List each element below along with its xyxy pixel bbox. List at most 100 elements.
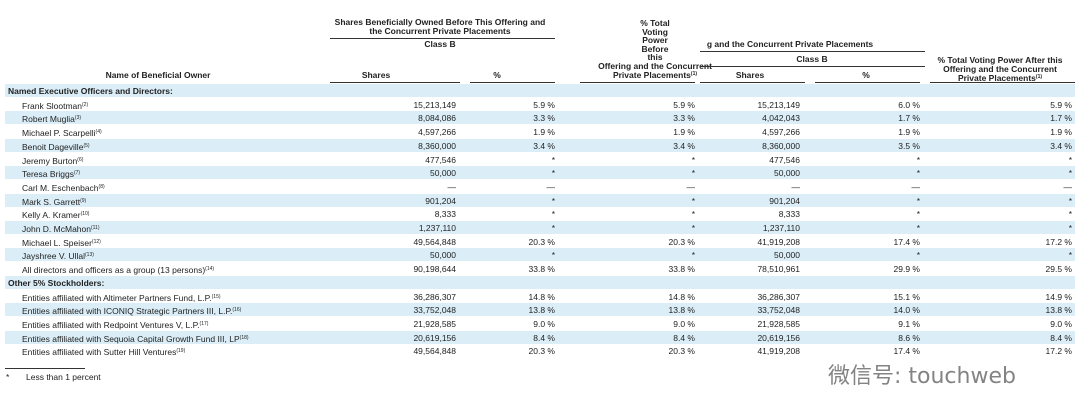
cell: * [551,168,555,179]
footnote-ref: (1) [1035,74,1043,80]
owner-name: Entities affiliated with Sutter Hill Ven… [22,347,186,358]
cell: 17.4 % [893,346,920,357]
cell: 20.3 % [528,236,555,247]
cell: 477,546 [425,154,456,165]
cell: * [551,223,555,233]
cell: 4,597,266 [762,127,800,138]
footnote-ref: (3) [74,115,82,122]
cell: 1.7 % [898,113,920,124]
row-band [5,111,1075,125]
cell: 8.6 % [898,332,920,343]
column-title: Shares [361,70,391,80]
section-title: Other 5% Stockholders: [8,277,105,288]
cell: 49,564,848 [413,236,456,247]
cell: 20,619,156 [413,332,456,343]
owner-name: Entities affiliated with Redpoint Ventur… [22,319,209,330]
owner-name: Entities affiliated with Altimeter Partn… [22,292,221,303]
cell: 9.0 % [673,318,695,329]
cell: 901,204 [769,195,800,206]
cell: * [551,154,555,165]
cell: 41,919,208 [757,346,800,357]
rule [330,82,460,83]
cell: 3.5 % [898,140,920,151]
cell: 4,597,266 [418,127,456,138]
footnote-ref: (10) [80,211,90,218]
owner-name: Kelly A. Kramer(10) [22,210,90,221]
cell: 50,000 [774,250,800,261]
rule [470,82,555,83]
cell: 1.9 % [673,127,695,138]
cell: 29.5 % [1045,264,1072,275]
cell: 14.8 % [528,291,555,302]
owner-name: Benoit Dageville(5) [22,141,90,152]
cell: 15.1 % [893,291,920,302]
cell: 13.8 % [528,305,555,316]
row-band [5,275,1075,289]
cell: 1.9 % [898,127,920,138]
row-band [5,303,1075,317]
cell: * [691,250,695,261]
cell: 21,928,585 [757,318,800,329]
owner-name: All directors and officers as a group (1… [22,265,215,276]
cell: 8,333 [434,209,456,220]
cell: 20,619,156 [757,332,800,343]
watermark: 微信号: touchweb [828,364,1016,389]
column-title: Voting [642,26,668,37]
column-title: Name of Beneficial Owner [105,70,211,80]
column-group-title: Shares Beneficially Owned Before This Of… [334,17,546,27]
cell: 78,510,961 [757,264,800,275]
cell: 8.4 % [533,332,555,343]
footnote-ref: (11) [90,225,100,231]
cell: 13.8 % [1045,305,1072,316]
cell: 50,000 [430,168,456,179]
owner-name: Jayshree V. Ullal(13) [22,251,94,262]
footnote-ref: (12) [91,238,101,245]
cell: * [916,154,920,165]
owner-name: Robert Muglia(3) [22,114,82,125]
row-band [5,221,1075,234]
cell: 5.9 % [673,99,695,110]
cell: * [916,250,920,261]
column-title: Before [641,43,669,54]
cell: 5.9 % [533,99,555,110]
column-group-title: g and the Concurrent Private Placements [706,39,874,49]
cell: — [546,181,556,192]
cell: 3.3 % [673,113,695,124]
footnote-ref: (18) [239,334,249,341]
owner-name: Frank Slootman(2) [22,100,89,111]
footnote-ref: (5) [83,142,90,149]
cell: * [551,209,555,220]
cell: 14.8 % [668,291,695,302]
cell: 8,360,000 [418,140,456,151]
column-title: % Total Voting Power After this [937,55,1063,65]
column-title: % [862,70,870,80]
column-group-title: the Concurrent Private Placements [369,26,511,36]
footnote-mark: * [6,372,10,382]
cell: 1.9 % [533,127,555,138]
column-title: Private Placements(1) [957,73,1043,83]
cell: 9.1 % [898,318,920,329]
column-title: this [647,52,663,62]
footnote-ref: (8) [98,183,105,190]
cell: 36,286,307 [413,291,456,302]
cell: 50,000 [774,168,800,179]
column-title: % Total [640,18,670,28]
cell: 3.4 % [673,140,695,151]
cell: 8,360,000 [762,140,800,151]
owner-name: Carl M. Eschenbach(8) [22,182,105,193]
owner-name: Entities affiliated with ICONIQ Strategi… [22,306,242,317]
cell: 477,546 [769,154,800,165]
cell: 90,198,644 [413,264,456,275]
column-title: % [493,70,501,80]
owner-name: John D. McMahon(11) [22,224,100,234]
footnote-ref: (14) [205,266,215,273]
footnote-ref: (19) [176,348,186,355]
rule [930,82,1075,83]
column-title: Offering and the Concurrent [943,63,1057,74]
cell: 4,042,043 [762,113,800,124]
cell: 29.9 % [893,264,920,275]
cell: * [691,168,695,179]
cell: — [686,181,696,192]
cell: 20.3 % [668,236,695,247]
owner-name: Jeremy Burton(6) [22,155,84,166]
